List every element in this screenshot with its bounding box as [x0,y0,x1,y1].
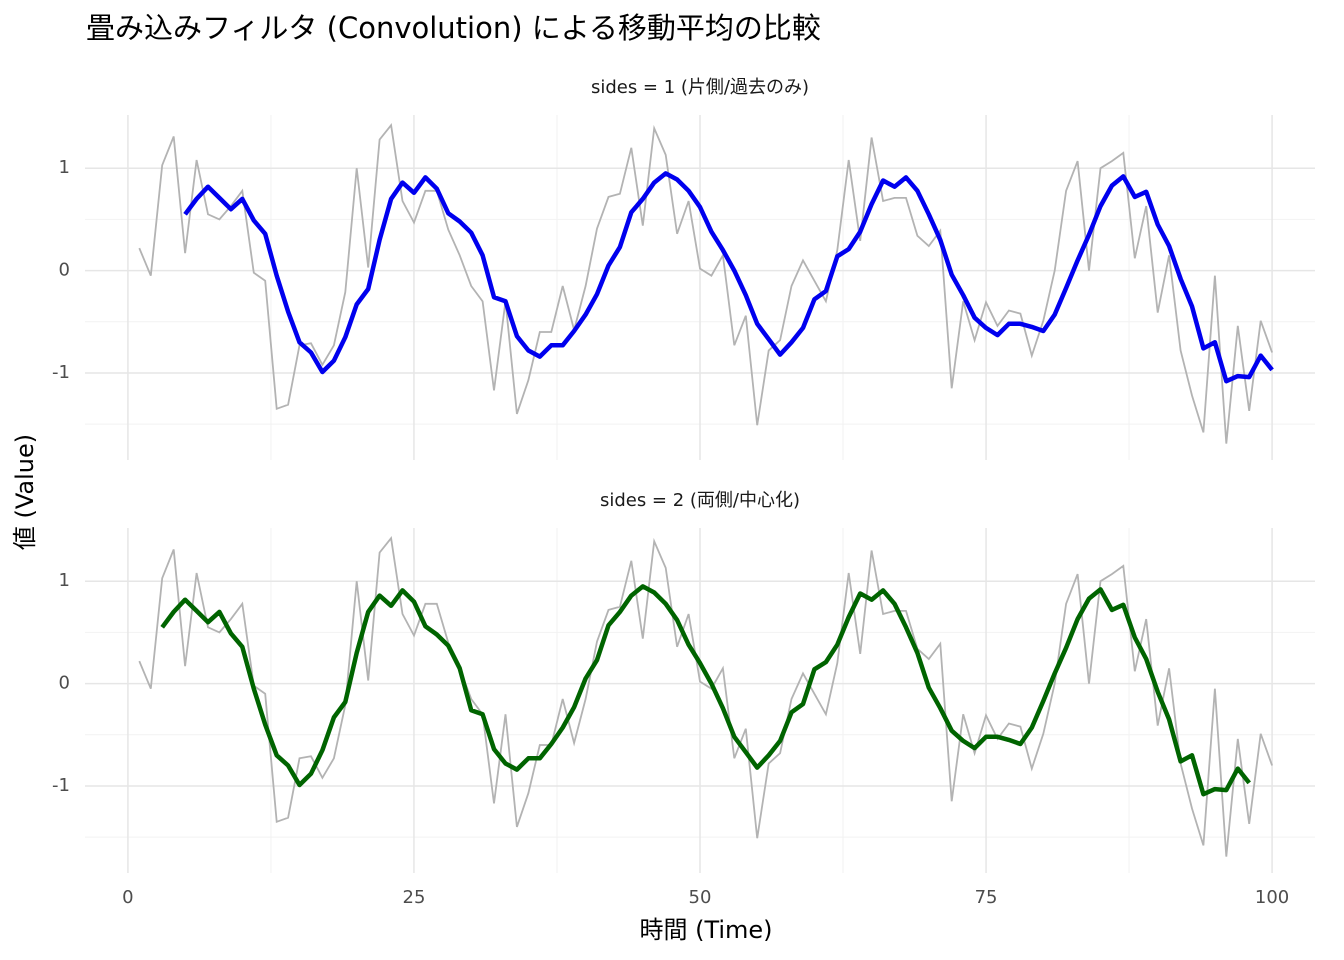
y-tick-label: 1 [59,157,70,178]
chart-title: 畳み込みフィルタ (Convolution) による移動平均の比較 [86,11,821,45]
raw-line [138,536,1273,857]
panel-title: sides = 1 (片側/過去のみ) [591,77,809,98]
x-tick-label: 75 [975,887,998,908]
x-tick-label: 25 [403,887,426,908]
raw-line [138,123,1273,444]
panel-title: sides = 2 (両側/中心化) [600,490,800,511]
x-tick-label: 100 [1255,887,1289,908]
y-tick-label: 1 [59,570,70,591]
x-tick-label: 0 [122,887,133,908]
y-tick-label: -1 [52,775,70,796]
y-tick-label: 0 [59,673,70,694]
y-axis-label: 値 (Value) [11,434,39,550]
y-tick-label: -1 [52,362,70,383]
y-tick-label: 0 [59,260,70,281]
x-axis-label: 時間 (Time) [639,916,772,944]
moving-average-line [183,171,1274,384]
moving-average-line [160,584,1251,797]
x-tick-label: 50 [689,887,712,908]
